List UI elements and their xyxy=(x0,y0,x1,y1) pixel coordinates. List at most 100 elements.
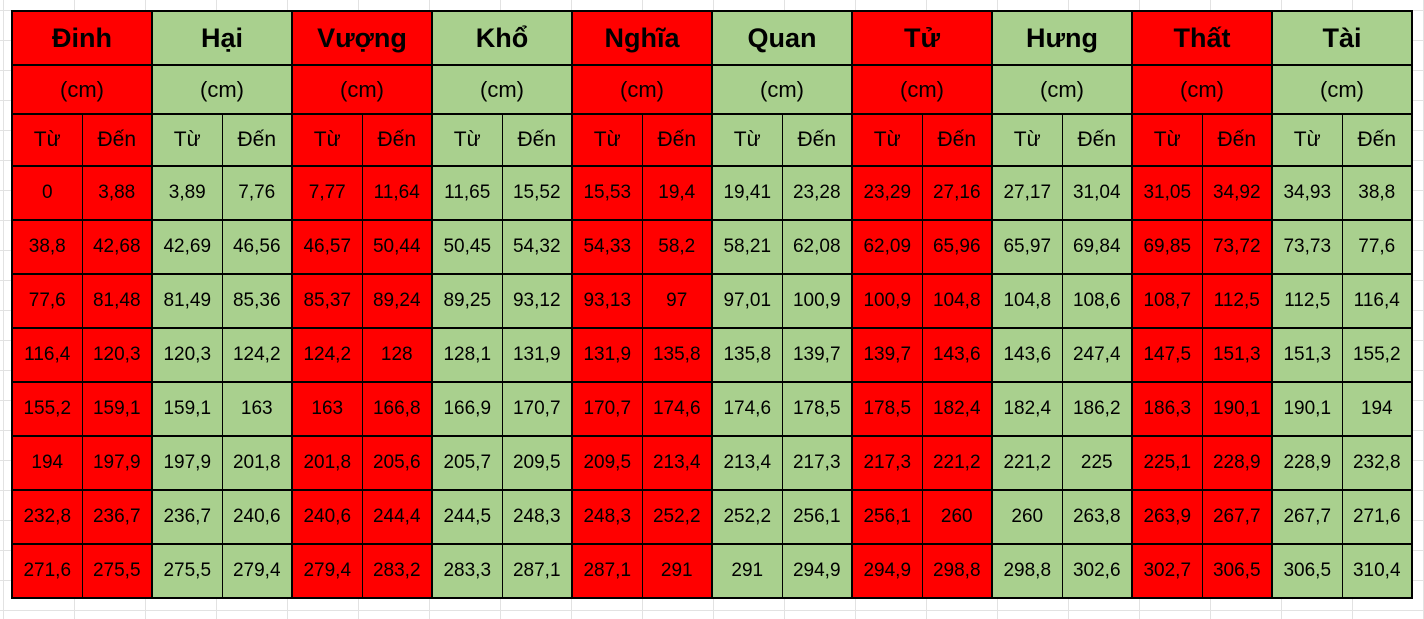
data-cell: 58,2 xyxy=(641,219,713,275)
data-cell: 27,17 xyxy=(991,165,1063,221)
data-cell: 73,72 xyxy=(1201,219,1273,275)
data-cell: 108,6 xyxy=(1061,273,1133,329)
data-cell: 291 xyxy=(641,543,713,599)
data-cell: 271,6 xyxy=(1341,489,1413,545)
table-row: 38,8 42,68 42,69 46,56 46,57 50,44 50,45 54,32 5… xyxy=(11,219,1413,275)
data-cell: 131,9 xyxy=(571,327,643,383)
data-cell: 232,8 xyxy=(1341,435,1413,491)
column-header-row: Đinh Hại Vượng Khổ Nghĩa Quan Tử Hưng Thất Tài xyxy=(11,10,1413,66)
data-cell: 159,1 xyxy=(151,381,223,437)
data-cell: 151,3 xyxy=(1271,327,1343,383)
range-from-label: Từ xyxy=(851,113,923,167)
column-header-5: Nghĩa xyxy=(571,10,713,66)
column-header-4: Khổ xyxy=(431,10,573,66)
data-cell: 89,25 xyxy=(431,273,503,329)
data-cell: 100,9 xyxy=(781,273,853,329)
data-cell: 267,7 xyxy=(1271,489,1343,545)
data-cell: 151,3 xyxy=(1201,327,1273,383)
data-cell: 236,7 xyxy=(81,489,153,545)
data-cell: 263,8 xyxy=(1061,489,1133,545)
data-cell: 97 xyxy=(641,273,713,329)
column-header-2: Hại xyxy=(151,10,293,66)
unit-cell: (cm) xyxy=(711,64,853,115)
data-cell: 77,6 xyxy=(11,273,83,329)
data-cell: 228,9 xyxy=(1201,435,1273,491)
data-cell: 27,16 xyxy=(921,165,993,221)
column-header-9: Thất xyxy=(1131,10,1273,66)
range-to-label: Đến xyxy=(781,113,853,167)
data-cell: 248,3 xyxy=(501,489,573,545)
table-row: 155,2 159,1 159,1 163 163 166,8 166,9 170,7 170,… xyxy=(11,381,1413,437)
data-cell: 170,7 xyxy=(571,381,643,437)
data-cell: 50,44 xyxy=(361,219,433,275)
data-cell: 65,97 xyxy=(991,219,1063,275)
data-cell: 7,76 xyxy=(221,165,293,221)
table-row: 77,6 81,48 81,49 85,36 85,37 89,24 89,25 93,12 9… xyxy=(11,273,1413,329)
data-cell: 275,5 xyxy=(81,543,153,599)
data-cell: 19,41 xyxy=(711,165,783,221)
data-cell: 248,3 xyxy=(571,489,643,545)
data-cell: 46,56 xyxy=(221,219,293,275)
data-cell: 271,6 xyxy=(11,543,83,599)
data-cell: 69,84 xyxy=(1061,219,1133,275)
range-from-label: Từ xyxy=(711,113,783,167)
range-from-label: Từ xyxy=(1131,113,1203,167)
data-cell: 116,4 xyxy=(1341,273,1413,329)
data-cell: 139,7 xyxy=(851,327,923,383)
unit-cell: (cm) xyxy=(1131,64,1273,115)
data-cell: 205,6 xyxy=(361,435,433,491)
data-cell: 54,32 xyxy=(501,219,573,275)
data-cell: 260 xyxy=(991,489,1063,545)
data-cell: 23,29 xyxy=(851,165,923,221)
data-cell: 89,24 xyxy=(361,273,433,329)
range-from-label: Từ xyxy=(291,113,363,167)
data-cell: 302,7 xyxy=(1131,543,1203,599)
range-to-label: Đến xyxy=(641,113,713,167)
data-cell: 42,69 xyxy=(151,219,223,275)
unit-cell: (cm) xyxy=(291,64,433,115)
data-cell: 263,9 xyxy=(1131,489,1203,545)
data-cell: 182,4 xyxy=(991,381,1063,437)
data-cell: 85,36 xyxy=(221,273,293,329)
data-cell: 217,3 xyxy=(781,435,853,491)
data-cell: 283,2 xyxy=(361,543,433,599)
data-cell: 213,4 xyxy=(641,435,713,491)
data-cell: 294,9 xyxy=(781,543,853,599)
data-cell: 34,93 xyxy=(1271,165,1343,221)
data-cell: 174,6 xyxy=(711,381,783,437)
data-cell: 190,1 xyxy=(1271,381,1343,437)
data-cell: 73,73 xyxy=(1271,219,1343,275)
data-cell: 15,53 xyxy=(571,165,643,221)
data-cell: 178,5 xyxy=(781,381,853,437)
data-cell: 205,7 xyxy=(431,435,503,491)
data-cell: 209,5 xyxy=(571,435,643,491)
data-cell: 19,4 xyxy=(641,165,713,221)
data-cell: 201,8 xyxy=(291,435,363,491)
data-cell: 124,2 xyxy=(291,327,363,383)
data-cell: 15,52 xyxy=(501,165,573,221)
range-to-label: Đến xyxy=(221,113,293,167)
data-cell: 93,12 xyxy=(501,273,573,329)
data-cell: 155,2 xyxy=(1341,327,1413,383)
data-cell: 182,4 xyxy=(921,381,993,437)
data-cell: 221,2 xyxy=(991,435,1063,491)
data-cell: 232,8 xyxy=(11,489,83,545)
data-cell: 3,88 xyxy=(81,165,153,221)
column-header-10: Tài xyxy=(1271,10,1413,66)
data-cell: 112,5 xyxy=(1201,273,1273,329)
range-from-label: Từ xyxy=(571,113,643,167)
data-cell: 131,9 xyxy=(501,327,573,383)
column-header-1: Đinh xyxy=(11,10,153,66)
table-row: 0 3,88 3,89 7,76 7,77 11,64 11,65 15,52 15,53 19,… xyxy=(11,165,1413,221)
table-row: 232,8 236,7 236,7 240,6 240,6 244,4 244,5 248,3… xyxy=(11,489,1413,545)
data-cell: 279,4 xyxy=(291,543,363,599)
data-cell: 11,64 xyxy=(361,165,433,221)
data-cell: 58,21 xyxy=(711,219,783,275)
unit-cell: (cm) xyxy=(1271,64,1413,115)
range-from-label: Từ xyxy=(991,113,1063,167)
table-row: 116,4 120,3 120,3 124,2 124,2 128 128,1 131,9 13… xyxy=(11,327,1413,383)
data-cell: 31,04 xyxy=(1061,165,1133,221)
data-cell: 31,05 xyxy=(1131,165,1203,221)
data-cell: 112,5 xyxy=(1271,273,1343,329)
